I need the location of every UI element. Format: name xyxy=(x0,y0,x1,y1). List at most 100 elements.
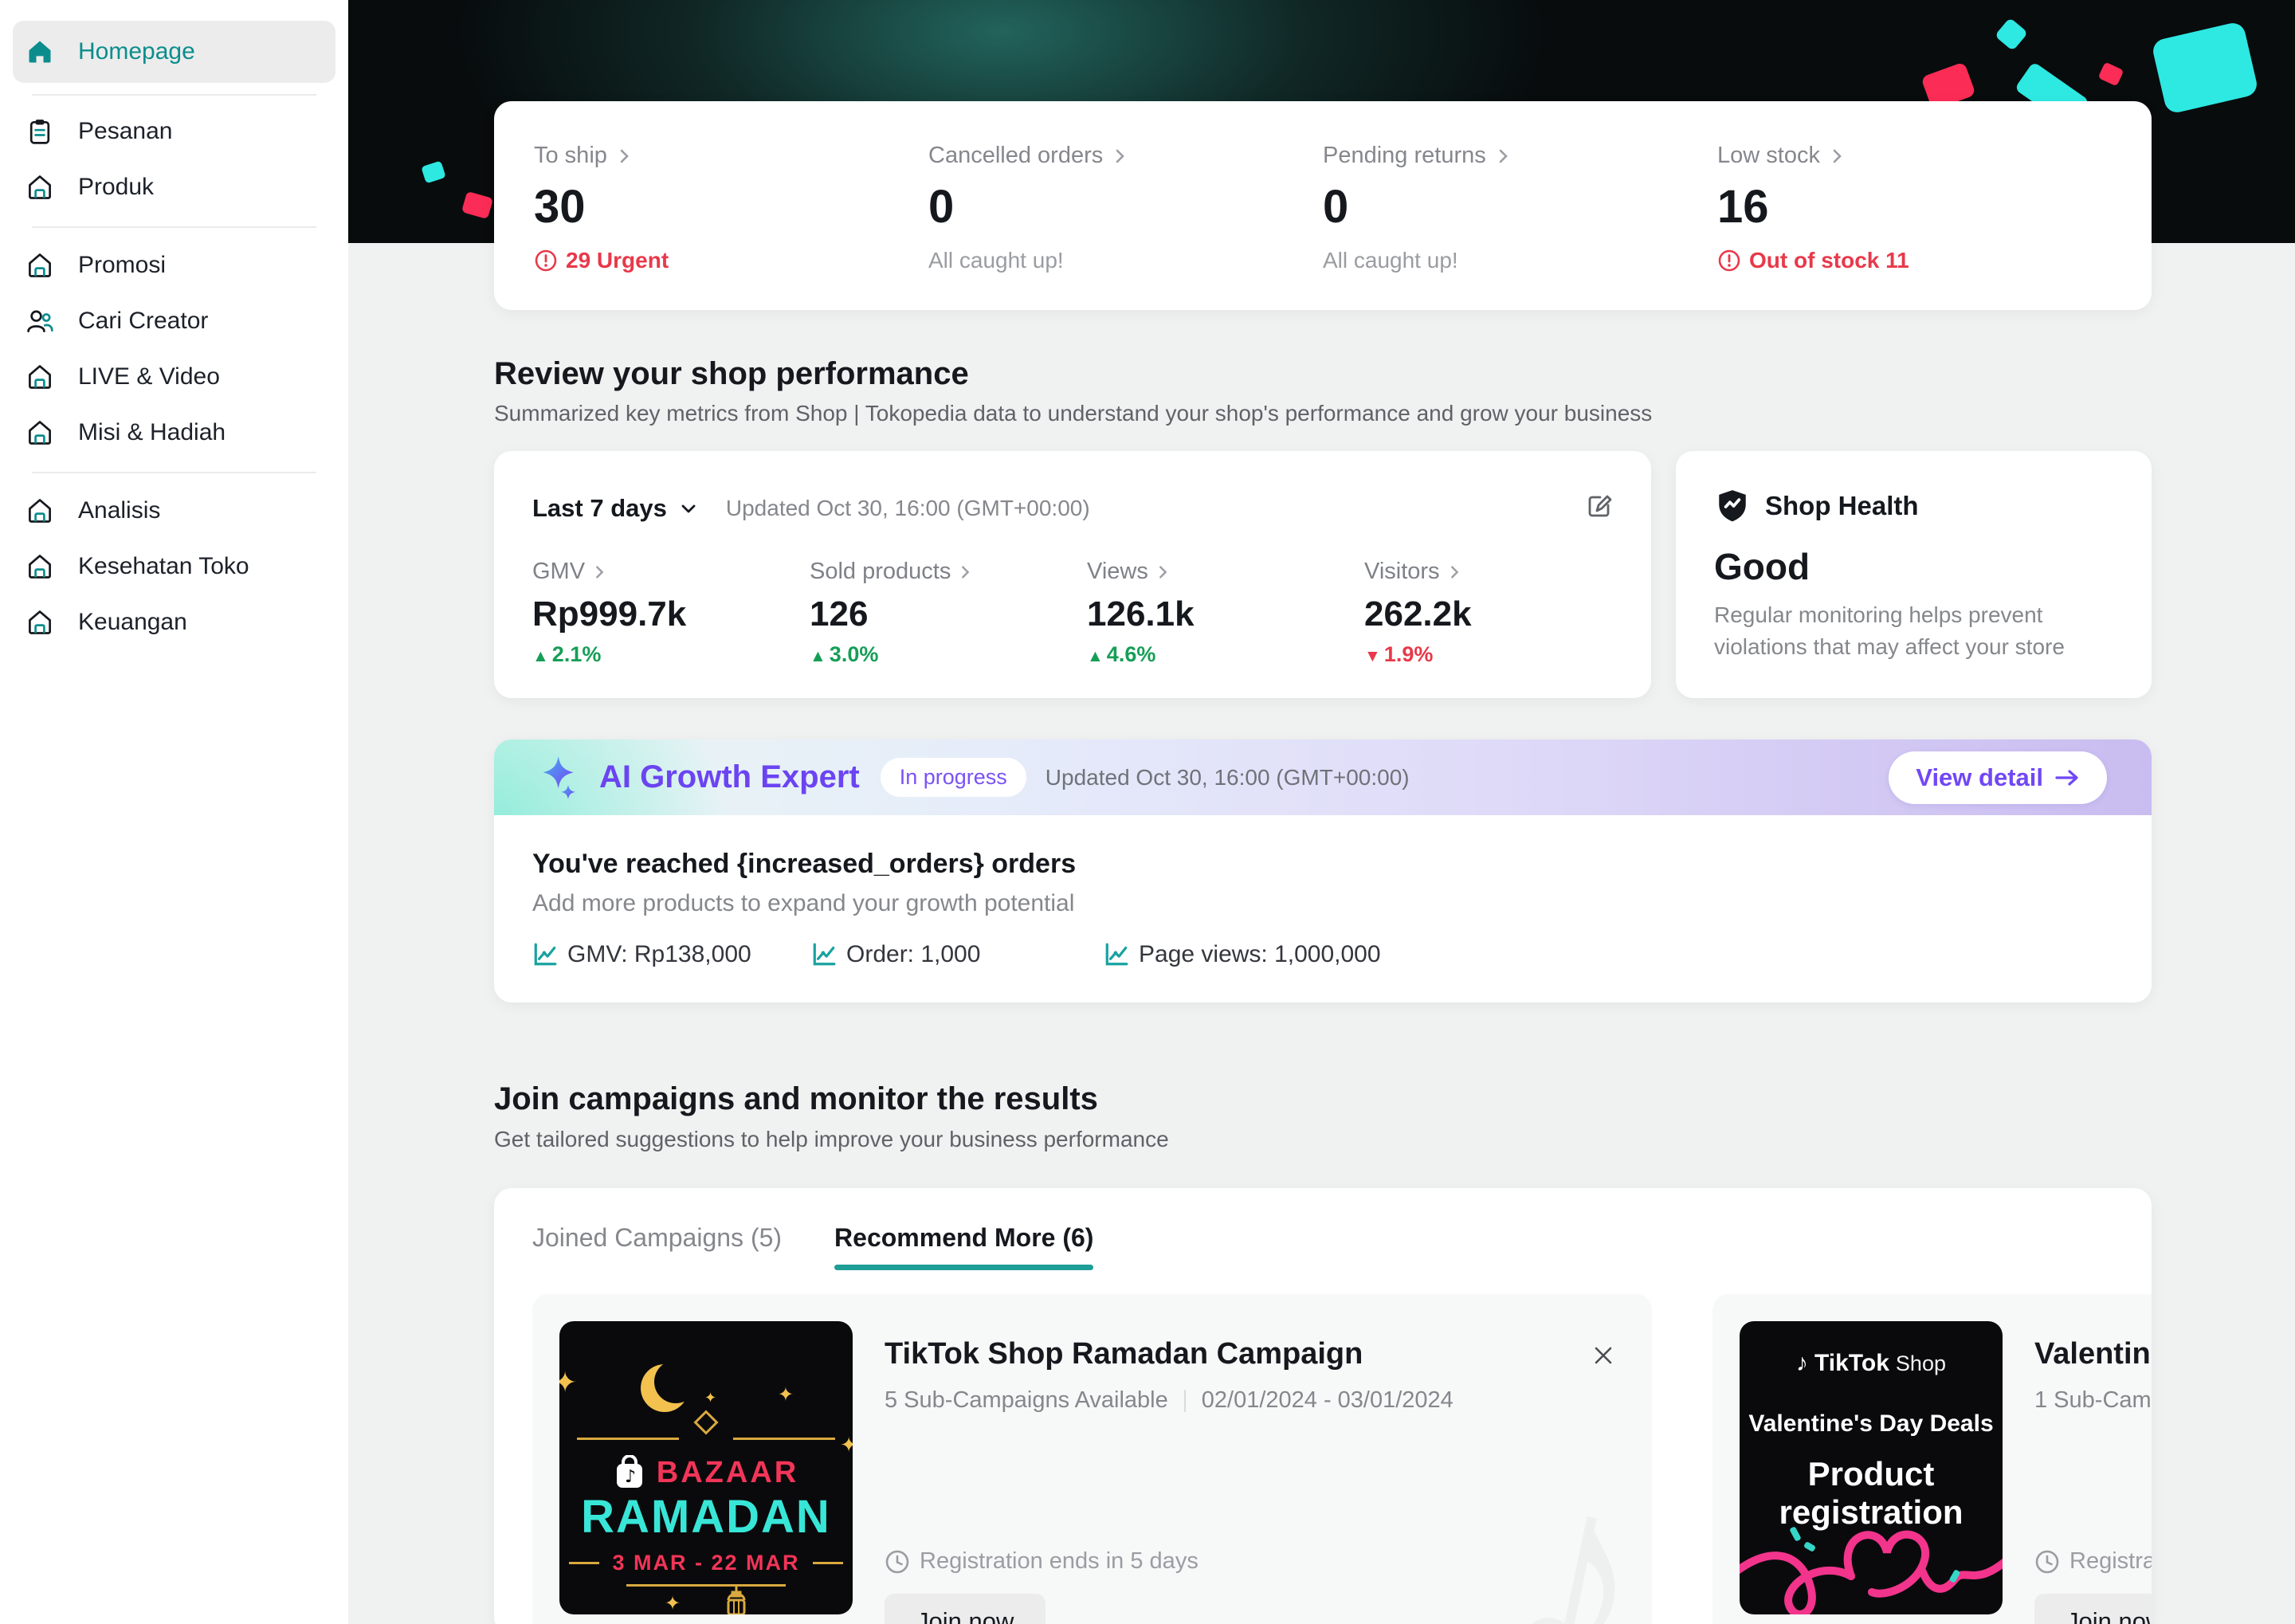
stat-link-low-stock[interactable]: Low stock xyxy=(1717,143,2112,169)
metric-views: Views 126.1k ▲ 4.6% xyxy=(1087,559,1364,667)
close-icon xyxy=(1595,1347,1612,1364)
arrow-up-icon: ▲ xyxy=(1087,647,1104,665)
sidebar-divider xyxy=(32,226,316,228)
ornament-dash xyxy=(812,1562,843,1564)
shop-health-status: Good xyxy=(1714,546,1810,587)
sidebar-item-label: LIVE & Video xyxy=(78,363,220,390)
clock-icon xyxy=(885,1550,909,1573)
metric-link-visitors[interactable]: Visitors xyxy=(1364,559,1472,585)
line-chart-icon xyxy=(813,943,836,966)
stat-label: To ship xyxy=(534,143,607,168)
sidebar-item-keuangan[interactable]: Keuangan xyxy=(13,594,335,650)
metric-link-views[interactable]: Views xyxy=(1087,559,1364,585)
date-range-label: Last 7 days xyxy=(532,493,667,522)
edit-metrics-button[interactable] xyxy=(1584,491,1614,525)
ai-updated-text: Updated Oct 30, 16:00 (GMT+00:00) xyxy=(1045,764,1410,790)
sidebar-item-pesanan[interactable]: Pesanan xyxy=(13,104,335,159)
stat-link-to-ship[interactable]: To ship xyxy=(534,143,928,169)
campaign-deadline: Registra xyxy=(2034,1548,2152,1575)
metric-link-sold[interactable]: Sold products xyxy=(810,559,1087,585)
metric-delta: ▼ 1.9% xyxy=(1364,642,1434,666)
sidebar-item-label: Misi & Hadiah xyxy=(78,419,226,445)
campaigns-section-subtitle: Get tailored suggestions to help improve… xyxy=(494,1127,1169,1151)
ai-stat-text: Page views: 1,000,000 xyxy=(1139,941,1381,967)
arrow-down-icon: ▼ xyxy=(1364,647,1381,665)
stat-value: 16 xyxy=(1717,181,1769,233)
dismiss-campaign-button[interactable] xyxy=(1591,1344,1615,1371)
sidebar-item-label: Promosi xyxy=(78,252,167,278)
join-now-button[interactable]: Join now xyxy=(885,1594,1046,1624)
house-icon xyxy=(24,361,56,393)
campaign-dates: 02/01/2024 - 03/01/2024 xyxy=(1201,1387,1454,1413)
chevron-right-icon xyxy=(1159,565,1167,579)
sidebar-item-produk[interactable]: Produk xyxy=(13,159,335,215)
tab-joined-campaigns[interactable]: Joined Campaigns (5) xyxy=(532,1223,783,1252)
house-icon xyxy=(24,249,56,281)
shield-icon xyxy=(1719,490,1746,522)
tiktok-shop-logo: ♪ TikTok Shop xyxy=(1796,1350,1946,1376)
sidebar-item-analisis[interactable]: Analisis xyxy=(13,483,335,539)
chevron-right-icon xyxy=(1116,149,1125,163)
metric-label-text: Views xyxy=(1087,559,1148,584)
sidebar-item-promosi[interactable]: Promosi xyxy=(13,237,335,293)
ramadan-title-text: RAMADAN xyxy=(581,1491,831,1543)
line-chart-icon xyxy=(534,943,557,966)
svg-text:♪: ♪ xyxy=(625,1467,636,1487)
stat-cancelled-orders: Cancelled orders 0 All caught up! xyxy=(928,143,1323,310)
sidebar-item-kesehatan-toko[interactable]: Kesehatan Toko xyxy=(13,539,335,594)
metric-value: 126 xyxy=(810,594,869,634)
chevron-right-icon xyxy=(1450,565,1458,579)
date-range-dropdown[interactable]: Last 7 days xyxy=(532,494,699,523)
crescent-moon-icon xyxy=(641,1360,697,1412)
ai-stat-text: GMV: Rp138,000 xyxy=(567,941,751,967)
metric-label-text: Visitors xyxy=(1364,559,1440,584)
chevron-right-icon xyxy=(962,565,970,579)
chevron-right-icon xyxy=(620,149,629,163)
tab-recommend-more[interactable]: Recommend More (6) xyxy=(834,1223,1094,1270)
house-icon xyxy=(24,606,56,638)
view-detail-button[interactable]: View detail xyxy=(1889,751,2107,804)
ornament-dash xyxy=(569,1562,600,1564)
stat-label: Cancelled orders xyxy=(928,143,1104,168)
join-now-button[interactable]: Join now xyxy=(2034,1594,2152,1624)
metric-delta: ▲ 2.1% xyxy=(532,642,602,666)
campaign-tabs: Joined Campaigns (5) Recommend More (6) xyxy=(532,1223,2152,1270)
line-chart-icon xyxy=(1105,943,1128,966)
tiktok-bag-icon: ♪ xyxy=(616,1455,642,1488)
chevron-right-icon xyxy=(1499,149,1508,163)
sidebar-item-misi-hadiah[interactable]: Misi & Hadiah xyxy=(13,405,335,461)
shop-health-card: Shop Health Good Regular monitoring help… xyxy=(1676,451,2152,698)
stat-label: Pending returns xyxy=(1323,143,1486,168)
edit-icon xyxy=(1588,495,1612,517)
ai-stat-text: Order: 1,000 xyxy=(846,941,981,967)
sidebar-item-live-video[interactable]: LIVE & Video xyxy=(13,349,335,405)
sidebar-item-label: Homepage xyxy=(78,38,195,65)
ornament-line xyxy=(733,1438,835,1440)
sidebar-item-cari-creator[interactable]: Cari Creator xyxy=(13,293,335,349)
campaign-availability: 1 Sub-Camp xyxy=(2034,1387,2152,1413)
stat-value: 30 xyxy=(534,181,586,233)
ornament-line xyxy=(626,1584,786,1587)
arrow-right-icon xyxy=(2055,769,2078,786)
people-icon xyxy=(24,305,56,337)
stat-link-cancelled[interactable]: Cancelled orders xyxy=(928,143,1323,169)
order-stats-card: To ship 30 29 Urgent Cancelled orders 0 … xyxy=(494,101,2152,310)
view-detail-label: View detail xyxy=(1916,763,2043,791)
metric-link-gmv[interactable]: GMV xyxy=(532,559,810,585)
chevron-down-icon xyxy=(681,504,696,512)
stat-link-returns[interactable]: Pending returns xyxy=(1323,143,1717,169)
star-icon: ✦ xyxy=(704,1390,717,1406)
ramadan-brand-text: BAZAAR xyxy=(656,1455,799,1489)
stat-value: 0 xyxy=(1323,181,1349,233)
metric-gmv: GMV Rp999.7k ▲ 2.1% xyxy=(532,559,810,667)
sidebar-divider xyxy=(32,94,316,96)
hanging-star-icon: ✦ xyxy=(665,1593,681,1614)
clock-icon xyxy=(2035,1550,2059,1573)
sidebar: Homepage Pesanan Produk Promosi Ca xyxy=(0,0,348,1624)
sidebar-item-label: Keuangan xyxy=(78,609,187,635)
stat-status-text: Out of stock 11 xyxy=(1749,248,1909,273)
sidebar-item-homepage[interactable]: Homepage xyxy=(13,21,335,83)
sparkle-icon xyxy=(543,755,575,799)
sidebar-item-label: Cari Creator xyxy=(78,308,209,334)
